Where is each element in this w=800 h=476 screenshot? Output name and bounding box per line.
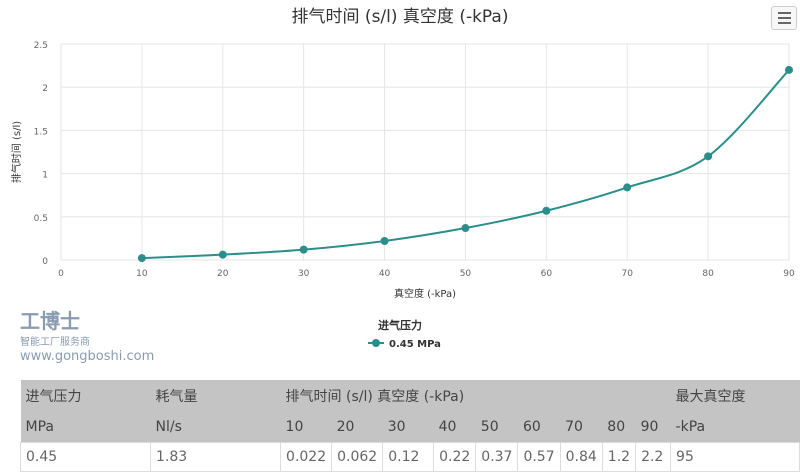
table-header-row: MPa Nl/s 10 20 30 40 50 60 70 80 90 -kPa xyxy=(20,411,800,443)
x-tick-label: 70 xyxy=(621,269,633,279)
data-point xyxy=(299,245,308,254)
x-tick-label: 10 xyxy=(136,269,148,279)
x-tick-label: 0 xyxy=(58,269,64,279)
legend-marker xyxy=(372,339,380,347)
header-cell: 排气时间 (s/l) 真空度 (-kPa) xyxy=(280,380,671,411)
y-tick-label: 2 xyxy=(42,84,48,94)
x-tick-label: 20 xyxy=(217,269,229,279)
table-cell: 0.57 xyxy=(517,442,561,472)
table-cell: 0.022 xyxy=(280,442,333,472)
y-tick-label: 0 xyxy=(42,257,48,267)
y-tick-label: 1.5 xyxy=(34,127,48,137)
data-point xyxy=(785,65,793,74)
x-tick-label: 30 xyxy=(298,269,310,279)
header-cell: Nl/s xyxy=(150,411,281,443)
line-chart: 排气时间 (s/l) 真空度 (-kPa) 0 0.5 1 1.5 2 2.5 0 10 20 30… xyxy=(10,7,795,350)
table-cell: 0.37 xyxy=(475,442,519,472)
data-point xyxy=(137,254,146,263)
data-table: 进气压力 耗气量 排气时间 (s/l) 真空度 (-kPa) 最大真空度 MPa… xyxy=(19,380,800,472)
header-cell: 耗气量 xyxy=(150,380,281,411)
header-cell: 10 xyxy=(280,411,332,443)
header-cell: 20 xyxy=(331,411,383,443)
header-cell: 最大真空度 xyxy=(670,380,800,411)
x-tick-label: 80 xyxy=(702,269,714,279)
y-axis-label: 排气时间 (s/l) xyxy=(10,121,23,183)
header-cell: MPa xyxy=(20,411,151,443)
table-cell: 0.45 xyxy=(19,442,152,472)
chart-menu-button[interactable] xyxy=(771,6,797,30)
table-row: 0.45 1.83 0.022 0.062 0.12 0.22 0.37 0.57 0.84 1.… xyxy=(19,442,800,472)
y-tick-label: 0.5 xyxy=(34,214,48,224)
data-point xyxy=(218,250,227,259)
x-tick-label: 50 xyxy=(460,269,472,279)
legend-title: 进气压力 xyxy=(378,318,422,332)
table-cell: 1.83 xyxy=(150,442,282,472)
legend-item: 0.45 MPa xyxy=(389,339,441,350)
table-cell: 0.22 xyxy=(433,442,477,472)
data-point xyxy=(542,206,551,215)
data-point xyxy=(623,183,632,192)
table-header-row: 进气压力 耗气量 排气时间 (s/l) 真空度 (-kPa) 最大真空度 xyxy=(20,380,800,411)
x-axis-label: 真空度 (-kPa) xyxy=(394,287,456,300)
table-cell: 0.84 xyxy=(559,442,603,472)
data-point xyxy=(704,152,713,161)
x-tick-label: 60 xyxy=(541,269,553,279)
header-cell: 60 xyxy=(517,411,561,443)
header-cell: 80 xyxy=(602,411,636,443)
table-cell: 0.062 xyxy=(331,442,384,472)
data-point xyxy=(461,224,470,233)
header-cell: 70 xyxy=(560,411,603,443)
header-cell: 进气压力 xyxy=(20,380,151,411)
y-tick-label: 1 xyxy=(42,171,48,181)
chart-title: 排气时间 (s/l) 真空度 (-kPa) xyxy=(292,7,509,27)
x-tick-label: 40 xyxy=(379,269,391,279)
table-cell: 0.12 xyxy=(382,442,435,472)
header-cell: 50 xyxy=(475,411,518,443)
x-tick-label: 90 xyxy=(783,269,795,279)
table-cell: 2.2 xyxy=(635,442,672,472)
header-cell: 30 xyxy=(382,411,434,443)
data-point xyxy=(380,236,389,245)
table-cell: 95 xyxy=(670,442,800,472)
y-tick-label: 2.5 xyxy=(34,41,48,51)
header-cell: 40 xyxy=(433,411,476,443)
table-cell: 1.2 xyxy=(601,442,637,472)
header-cell: -kPa xyxy=(670,411,800,443)
header-cell: 90 xyxy=(635,411,671,443)
